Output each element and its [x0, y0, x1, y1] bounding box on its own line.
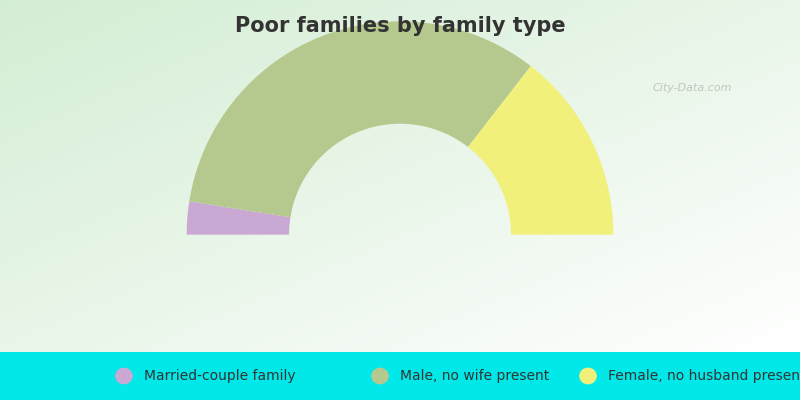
Polygon shape: [468, 66, 614, 235]
Text: Poor families by family type: Poor families by family type: [234, 16, 566, 36]
Ellipse shape: [579, 368, 597, 384]
Text: Male, no wife present: Male, no wife present: [400, 369, 550, 383]
Polygon shape: [186, 201, 290, 235]
Text: Female, no husband present: Female, no husband present: [608, 369, 800, 383]
Polygon shape: [190, 21, 530, 217]
Ellipse shape: [115, 368, 133, 384]
Ellipse shape: [371, 368, 389, 384]
Text: Married-couple family: Married-couple family: [144, 369, 296, 383]
Text: City-Data.com: City-Data.com: [652, 83, 732, 93]
